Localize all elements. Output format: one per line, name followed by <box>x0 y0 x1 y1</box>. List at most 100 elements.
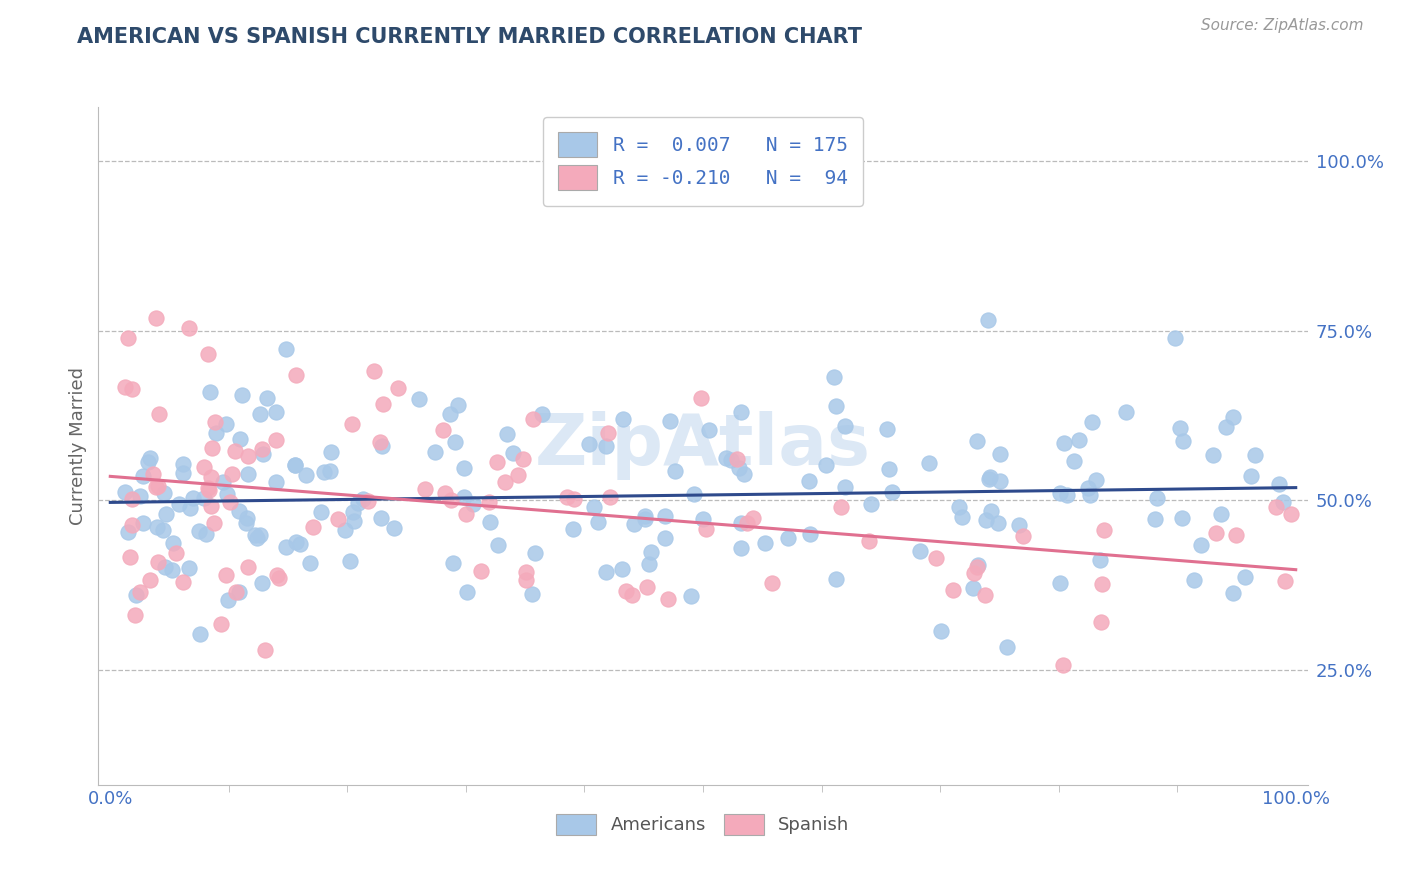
Point <box>139 574 162 588</box>
Point <box>193 491 215 506</box>
Point <box>995 640 1018 654</box>
Point <box>215 567 238 582</box>
Point <box>172 458 194 472</box>
Point <box>524 546 547 560</box>
Point <box>125 588 148 602</box>
Point <box>165 545 187 559</box>
Point <box>439 407 461 421</box>
Point <box>382 520 405 534</box>
Point <box>974 588 997 602</box>
Point <box>441 556 464 570</box>
Point <box>195 527 218 541</box>
Point <box>204 415 226 429</box>
Point <box>1274 574 1296 589</box>
Point <box>254 643 277 657</box>
Point <box>512 451 534 466</box>
Point <box>249 408 271 422</box>
Point <box>562 491 585 506</box>
Point <box>231 388 253 402</box>
Point <box>728 460 751 475</box>
Point <box>179 500 201 515</box>
Point <box>117 525 139 540</box>
Point <box>1078 488 1101 502</box>
Point <box>252 576 274 591</box>
Point <box>274 540 297 554</box>
Point <box>555 490 578 504</box>
Point <box>172 574 194 589</box>
Point <box>368 434 391 449</box>
Point <box>478 495 501 509</box>
Point <box>188 626 211 640</box>
Point <box>181 491 204 505</box>
Point <box>683 487 706 501</box>
Point <box>882 484 904 499</box>
Y-axis label: Currently Married: Currently Married <box>69 367 87 525</box>
Point <box>977 472 1000 486</box>
Point <box>1084 473 1107 487</box>
Point <box>1091 577 1114 591</box>
Point <box>243 528 266 542</box>
Point <box>987 516 1010 530</box>
Point <box>188 524 211 539</box>
Point <box>664 464 686 478</box>
Point <box>145 520 167 534</box>
Point <box>799 527 821 541</box>
Point <box>730 405 752 419</box>
Point <box>148 407 170 421</box>
Point <box>339 554 361 568</box>
Point <box>342 505 364 519</box>
Point <box>967 558 990 573</box>
Point <box>621 588 644 602</box>
Point <box>269 571 291 585</box>
Point <box>486 538 509 552</box>
Point <box>117 331 139 345</box>
Point <box>229 432 252 446</box>
Point <box>1146 491 1168 505</box>
Point <box>654 531 676 545</box>
Point <box>931 624 953 639</box>
Point <box>1264 500 1286 515</box>
Point <box>963 566 986 581</box>
Point <box>433 486 456 500</box>
Point <box>343 515 366 529</box>
Point <box>1069 434 1091 448</box>
Point <box>333 523 356 537</box>
Point <box>221 467 243 482</box>
Point <box>962 581 984 595</box>
Point <box>148 478 170 492</box>
Point <box>725 451 748 466</box>
Point <box>284 458 307 472</box>
Point <box>309 505 332 519</box>
Point <box>754 536 776 550</box>
Point <box>200 499 222 513</box>
Point <box>1077 481 1099 495</box>
Point <box>1143 512 1166 526</box>
Point <box>496 426 519 441</box>
Point <box>228 585 250 599</box>
Point <box>142 467 165 481</box>
Point <box>1170 511 1192 525</box>
Point <box>136 455 159 469</box>
Point <box>246 531 269 545</box>
Point <box>121 382 143 396</box>
Point <box>236 449 259 463</box>
Point <box>264 405 287 419</box>
Point <box>834 418 856 433</box>
Point <box>463 497 485 511</box>
Point <box>595 565 617 579</box>
Point <box>319 444 342 458</box>
Point <box>319 464 342 478</box>
Point <box>530 407 553 421</box>
Point <box>139 451 162 466</box>
Point <box>302 520 325 534</box>
Point <box>340 417 363 432</box>
Point <box>561 522 583 536</box>
Point <box>797 475 820 489</box>
Point <box>825 572 848 586</box>
Point <box>121 491 143 506</box>
Point <box>453 460 475 475</box>
Point <box>595 438 617 452</box>
Point <box>363 364 385 378</box>
Point <box>371 439 394 453</box>
Point <box>224 443 246 458</box>
